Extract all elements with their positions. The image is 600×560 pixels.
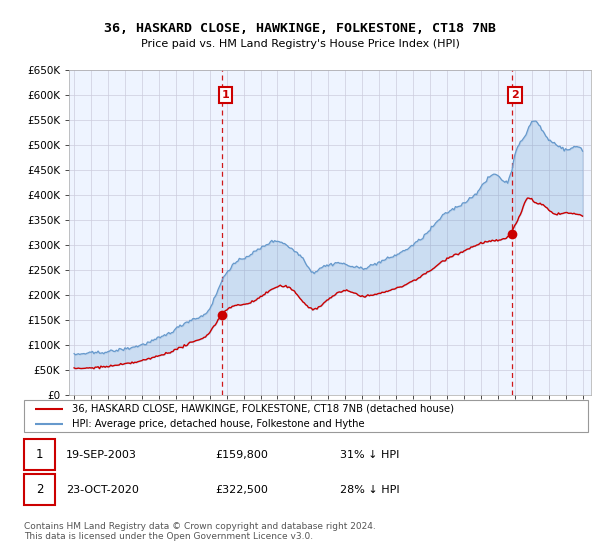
Text: 36, HASKARD CLOSE, HAWKINGE, FOLKESTONE, CT18 7NB (detached house): 36, HASKARD CLOSE, HAWKINGE, FOLKESTONE,…: [72, 404, 454, 414]
Text: 19-SEP-2003: 19-SEP-2003: [66, 450, 137, 460]
FancyBboxPatch shape: [24, 439, 55, 470]
Text: Price paid vs. HM Land Registry's House Price Index (HPI): Price paid vs. HM Land Registry's House …: [140, 39, 460, 49]
FancyBboxPatch shape: [24, 474, 55, 505]
Text: 2: 2: [36, 483, 43, 496]
Text: HPI: Average price, detached house, Folkestone and Hythe: HPI: Average price, detached house, Folk…: [72, 419, 365, 429]
Text: 1: 1: [36, 448, 43, 461]
Text: 28% ↓ HPI: 28% ↓ HPI: [340, 484, 400, 494]
Text: 1: 1: [221, 90, 229, 100]
Text: 23-OCT-2020: 23-OCT-2020: [66, 484, 139, 494]
Text: £322,500: £322,500: [216, 484, 269, 494]
Text: 2: 2: [511, 90, 519, 100]
Text: £159,800: £159,800: [216, 450, 269, 460]
Text: 36, HASKARD CLOSE, HAWKINGE, FOLKESTONE, CT18 7NB: 36, HASKARD CLOSE, HAWKINGE, FOLKESTONE,…: [104, 22, 496, 35]
Text: Contains HM Land Registry data © Crown copyright and database right 2024.
This d: Contains HM Land Registry data © Crown c…: [24, 522, 376, 542]
Text: 31% ↓ HPI: 31% ↓ HPI: [340, 450, 399, 460]
FancyBboxPatch shape: [24, 400, 588, 432]
